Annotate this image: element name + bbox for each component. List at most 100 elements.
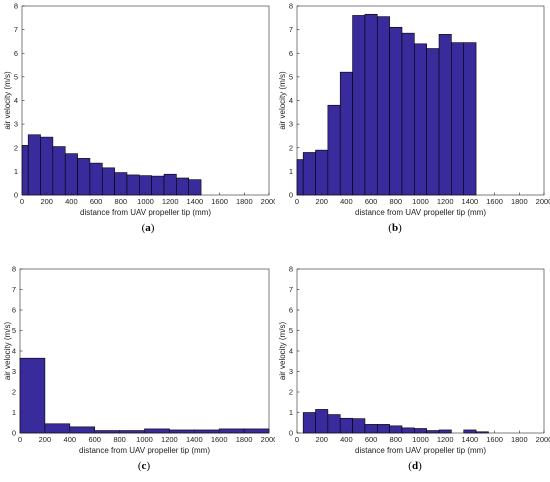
ytick-label-d-3: 3	[289, 367, 293, 376]
ytick-label-b-5: 5	[289, 72, 293, 81]
ytick-label-b-0: 0	[289, 191, 293, 200]
bar-a-9	[126, 174, 140, 196]
bar-b-12	[438, 34, 452, 196]
bar-b-8	[389, 26, 403, 196]
bar-a-6	[89, 162, 103, 196]
xtick-label-c-8: 1600	[211, 435, 228, 444]
ytick-label-b-1: 1	[289, 167, 293, 176]
ytick-label-b-7: 7	[289, 25, 293, 34]
ylabel-c: air velocity (m/s)	[3, 322, 12, 381]
xlabel-c: distance from UAV propeller tip (mm)	[79, 446, 210, 455]
ytick-label-c-8: 8	[12, 265, 16, 274]
bar-a-4	[64, 153, 78, 196]
xtick-label-d-7: 1400	[462, 435, 479, 444]
bar-c-3	[94, 430, 120, 434]
ytick-label-b-3: 3	[289, 120, 293, 129]
xtick-label-d-0: 0	[295, 435, 299, 444]
bar-b-11	[426, 48, 440, 196]
bar-b-13	[451, 42, 465, 196]
bar-a-7	[101, 167, 115, 196]
ytick-label-a-8: 8	[14, 2, 18, 11]
ytick-label-a-7: 7	[14, 25, 18, 34]
bar-a-5	[77, 158, 91, 196]
xtick-label-c-5: 1000	[136, 435, 153, 444]
bar-b-9	[401, 32, 415, 196]
ytick-label-b-2: 2	[289, 143, 293, 152]
bar-b-0	[296, 159, 304, 196]
bar-a-11	[151, 175, 165, 196]
plot-area-d	[296, 268, 545, 434]
xtick-label-a-5: 1000	[137, 197, 154, 206]
xtick-label-b-9: 1800	[511, 197, 528, 206]
xtick-label-a-6: 1200	[162, 197, 179, 206]
bar-c-1	[44, 423, 71, 434]
ytick-label-d-6: 6	[289, 306, 293, 315]
ytick-label-c-7: 7	[12, 285, 16, 294]
bar-c-7	[194, 429, 220, 434]
bar-c-0	[19, 357, 46, 434]
xtick-label-d-5: 1000	[412, 435, 429, 444]
ytick-label-a-0: 0	[14, 191, 18, 200]
ytick-label-a-5: 5	[14, 72, 18, 81]
ytick-label-c-5: 5	[12, 326, 16, 335]
bar-b-2	[315, 149, 329, 196]
xtick-label-b-8: 1600	[486, 197, 503, 206]
bar-b-1	[302, 152, 316, 196]
bar-b-6	[364, 13, 378, 196]
plot-area-c	[19, 268, 270, 434]
caption-c: (c)	[137, 460, 151, 472]
ytick-label-d-4: 4	[289, 347, 293, 356]
bar-a-13	[176, 177, 190, 196]
bar-d-0	[302, 412, 316, 434]
xtick-label-b-3: 600	[365, 197, 378, 206]
bar-b-14	[463, 42, 477, 196]
xtick-label-d-8: 1600	[486, 435, 503, 444]
bar-a-2	[40, 136, 54, 196]
xtick-label-a-7: 1400	[187, 197, 204, 206]
xtick-label-a-1: 200	[40, 197, 53, 206]
xtick-label-d-9: 1800	[511, 435, 528, 444]
xtick-label-c-4: 800	[113, 435, 126, 444]
bar-d-2	[327, 414, 341, 434]
ytick-label-d-5: 5	[289, 326, 293, 335]
xtick-label-a-9: 1800	[236, 197, 253, 206]
ylabel-b: air velocity (m/s)	[278, 71, 287, 130]
ytick-label-a-3: 3	[14, 120, 18, 129]
bar-c-5	[144, 428, 170, 434]
caption-d: (d)	[408, 460, 422, 472]
ytick-label-a-2: 2	[14, 143, 18, 152]
xtick-label-d-4: 800	[390, 435, 403, 444]
xtick-label-b-2: 400	[340, 197, 353, 206]
ytick-label-b-8: 8	[289, 2, 293, 11]
xtick-label-c-6: 1200	[161, 435, 178, 444]
xtick-label-a-8: 1600	[211, 197, 228, 206]
bar-d-13	[475, 431, 489, 434]
bar-a-12	[163, 173, 177, 196]
ytick-label-c-1: 1	[12, 408, 16, 417]
xlabel-a: distance from UAV propeller tip (mm)	[80, 208, 211, 217]
xtick-label-d-6: 1200	[437, 435, 454, 444]
ytick-label-d-0: 0	[289, 429, 293, 438]
xtick-label-c-3: 600	[88, 435, 101, 444]
ytick-label-a-1: 1	[14, 167, 18, 176]
xtick-label-b-0: 0	[295, 197, 299, 206]
ytick-label-d-8: 8	[289, 265, 293, 274]
ytick-label-b-6: 6	[289, 49, 293, 58]
bar-b-3	[327, 104, 341, 196]
xlabel-b: distance from UAV propeller tip (mm)	[355, 208, 486, 217]
ytick-label-c-3: 3	[12, 367, 16, 376]
bar-d-6	[376, 424, 390, 434]
ytick-label-d-7: 7	[289, 285, 293, 294]
ytick-label-a-4: 4	[14, 96, 18, 105]
ytick-label-c-4: 4	[12, 347, 16, 356]
ytick-label-c-2: 2	[12, 388, 16, 397]
